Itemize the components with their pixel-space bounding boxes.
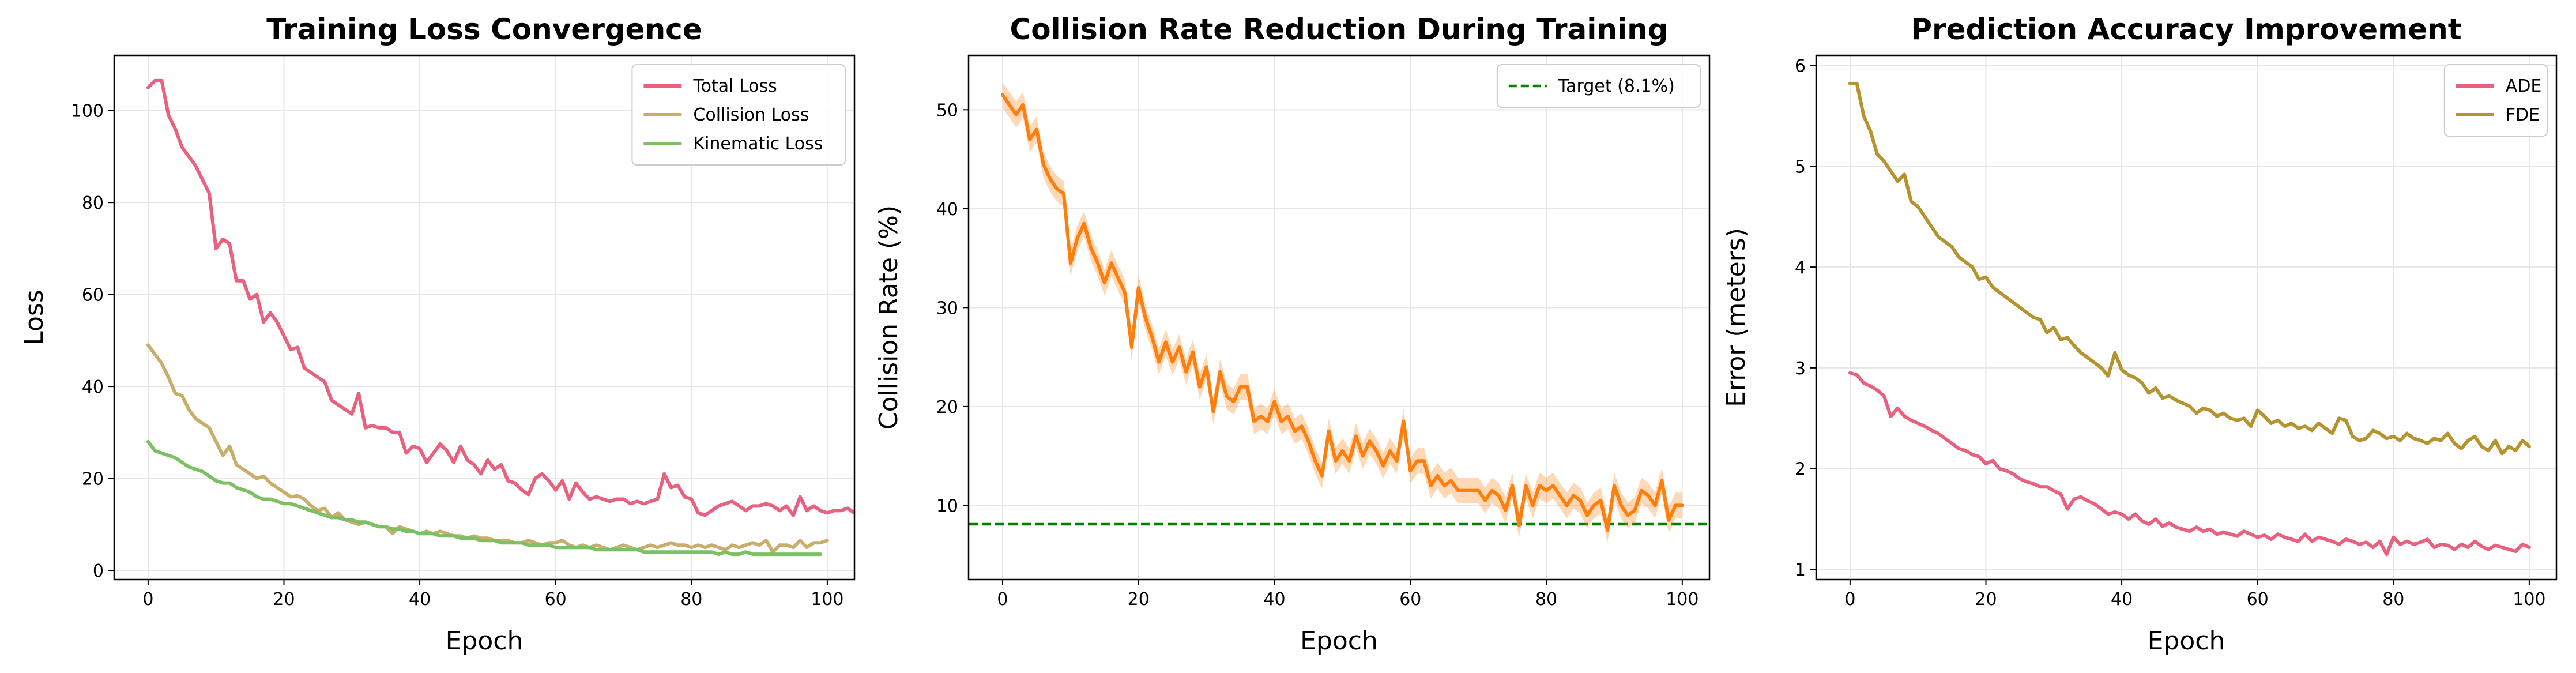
y-tick-label: 20 [82, 469, 104, 490]
legend-label: Collision Loss [693, 105, 809, 125]
y-axis-label: Error (meters) [1722, 228, 1751, 407]
y-tick-label: 100 [71, 101, 104, 122]
y-tick-label: 0 [93, 561, 104, 581]
legend-label: Total Loss [692, 76, 777, 96]
y-tick-label: 40 [936, 200, 958, 220]
confidence-band [1002, 82, 1682, 543]
x-tick-label: 40 [409, 589, 431, 610]
x-tick-label: 100 [1666, 589, 1698, 610]
x-tick-label: 60 [2247, 589, 2269, 610]
series-line-fde [1848, 81, 2531, 456]
chart-1: 0 20 40 60 80 100 0 20 40 60 80 100 Training Loss Co… [20, 13, 856, 656]
x-tick-label: 40 [2111, 589, 2133, 610]
legend-label: Kinematic Loss [693, 134, 823, 154]
legend: Total Loss Collision Loss Kinematic Loss [631, 64, 846, 166]
series-line-kinematic-loss [146, 439, 823, 557]
legend-label: FDE [2506, 105, 2540, 125]
x-axis-label: Epoch [1300, 626, 1378, 656]
x-tick-label: 100 [2513, 589, 2545, 610]
chart-title: Training Loss Convergence [266, 13, 702, 46]
y-tick-label: 60 [82, 285, 104, 306]
legend-box [2443, 64, 2548, 137]
x-tick-label: 0 [997, 589, 1008, 610]
y-tick-label: 80 [82, 193, 104, 213]
series-line-collision-rate [1000, 93, 1684, 532]
x-tick-label: 100 [811, 589, 843, 610]
chart-title: Prediction Accuracy Improvement [1911, 13, 2461, 46]
legend-label: ADE [2506, 76, 2542, 96]
y-tick-label: 3 [1795, 359, 1806, 379]
chart-title: Collision Rate Reduction During Training [1010, 13, 1669, 46]
x-axis-label: Epoch [2148, 626, 2225, 656]
y-tick-label: 20 [936, 397, 958, 418]
y-tick-label: 50 [936, 100, 958, 121]
axes-frame [113, 54, 856, 581]
x-tick-label: 80 [680, 589, 702, 610]
y-tick-label: 40 [82, 377, 104, 397]
x-tick-label: 40 [1263, 589, 1285, 610]
y-tick-label: 1 [1795, 561, 1806, 581]
axes-frame [967, 54, 1711, 581]
x-tick-label: 20 [1128, 589, 1150, 610]
x-tick-label: 80 [2382, 589, 2404, 610]
series-line-ade [1848, 371, 2531, 557]
x-tick-label: 20 [1975, 589, 1997, 610]
x-tick-label: 0 [142, 589, 153, 610]
x-tick-label: 0 [1844, 589, 1855, 610]
legend: ADE FDE [2443, 64, 2548, 137]
x-tick-label: 60 [545, 589, 567, 610]
y-tick-label: 5 [1795, 157, 1806, 177]
plot-area [969, 82, 1709, 543]
plot-area [146, 78, 854, 557]
axes-frame [1815, 54, 2558, 581]
chart-3: 0 20 40 60 80 100 1 2 3 4 5 6 Prediction Accuracy Im… [1722, 13, 2558, 656]
y-tick-label: 6 [1795, 56, 1806, 76]
x-tick-label: 60 [1399, 589, 1421, 610]
x-tick-label: 80 [1535, 589, 1557, 610]
legend-label: Target (8.1%) [1558, 76, 1675, 96]
series-line-total-loss [146, 78, 854, 517]
y-tick-label: 10 [936, 496, 958, 516]
y-tick-label: 2 [1795, 460, 1806, 480]
x-axis-label: Epoch [446, 626, 524, 656]
series-line-collision-loss [146, 343, 829, 554]
legend-box [631, 64, 846, 166]
y-tick-label: 30 [936, 298, 958, 318]
chart-2: 0 20 40 60 80 100 10 20 30 40 50 Collision Rate Red… [874, 13, 1711, 656]
plot-area [1848, 81, 2531, 557]
y-axis-label: Collision Rate (%) [874, 205, 903, 430]
y-axis-label: Loss [20, 289, 49, 345]
legend: Target (8.1%) [1496, 64, 1701, 108]
legend-box [1496, 64, 1701, 108]
y-tick-label: 4 [1795, 258, 1806, 278]
x-tick-label: 20 [273, 589, 295, 610]
